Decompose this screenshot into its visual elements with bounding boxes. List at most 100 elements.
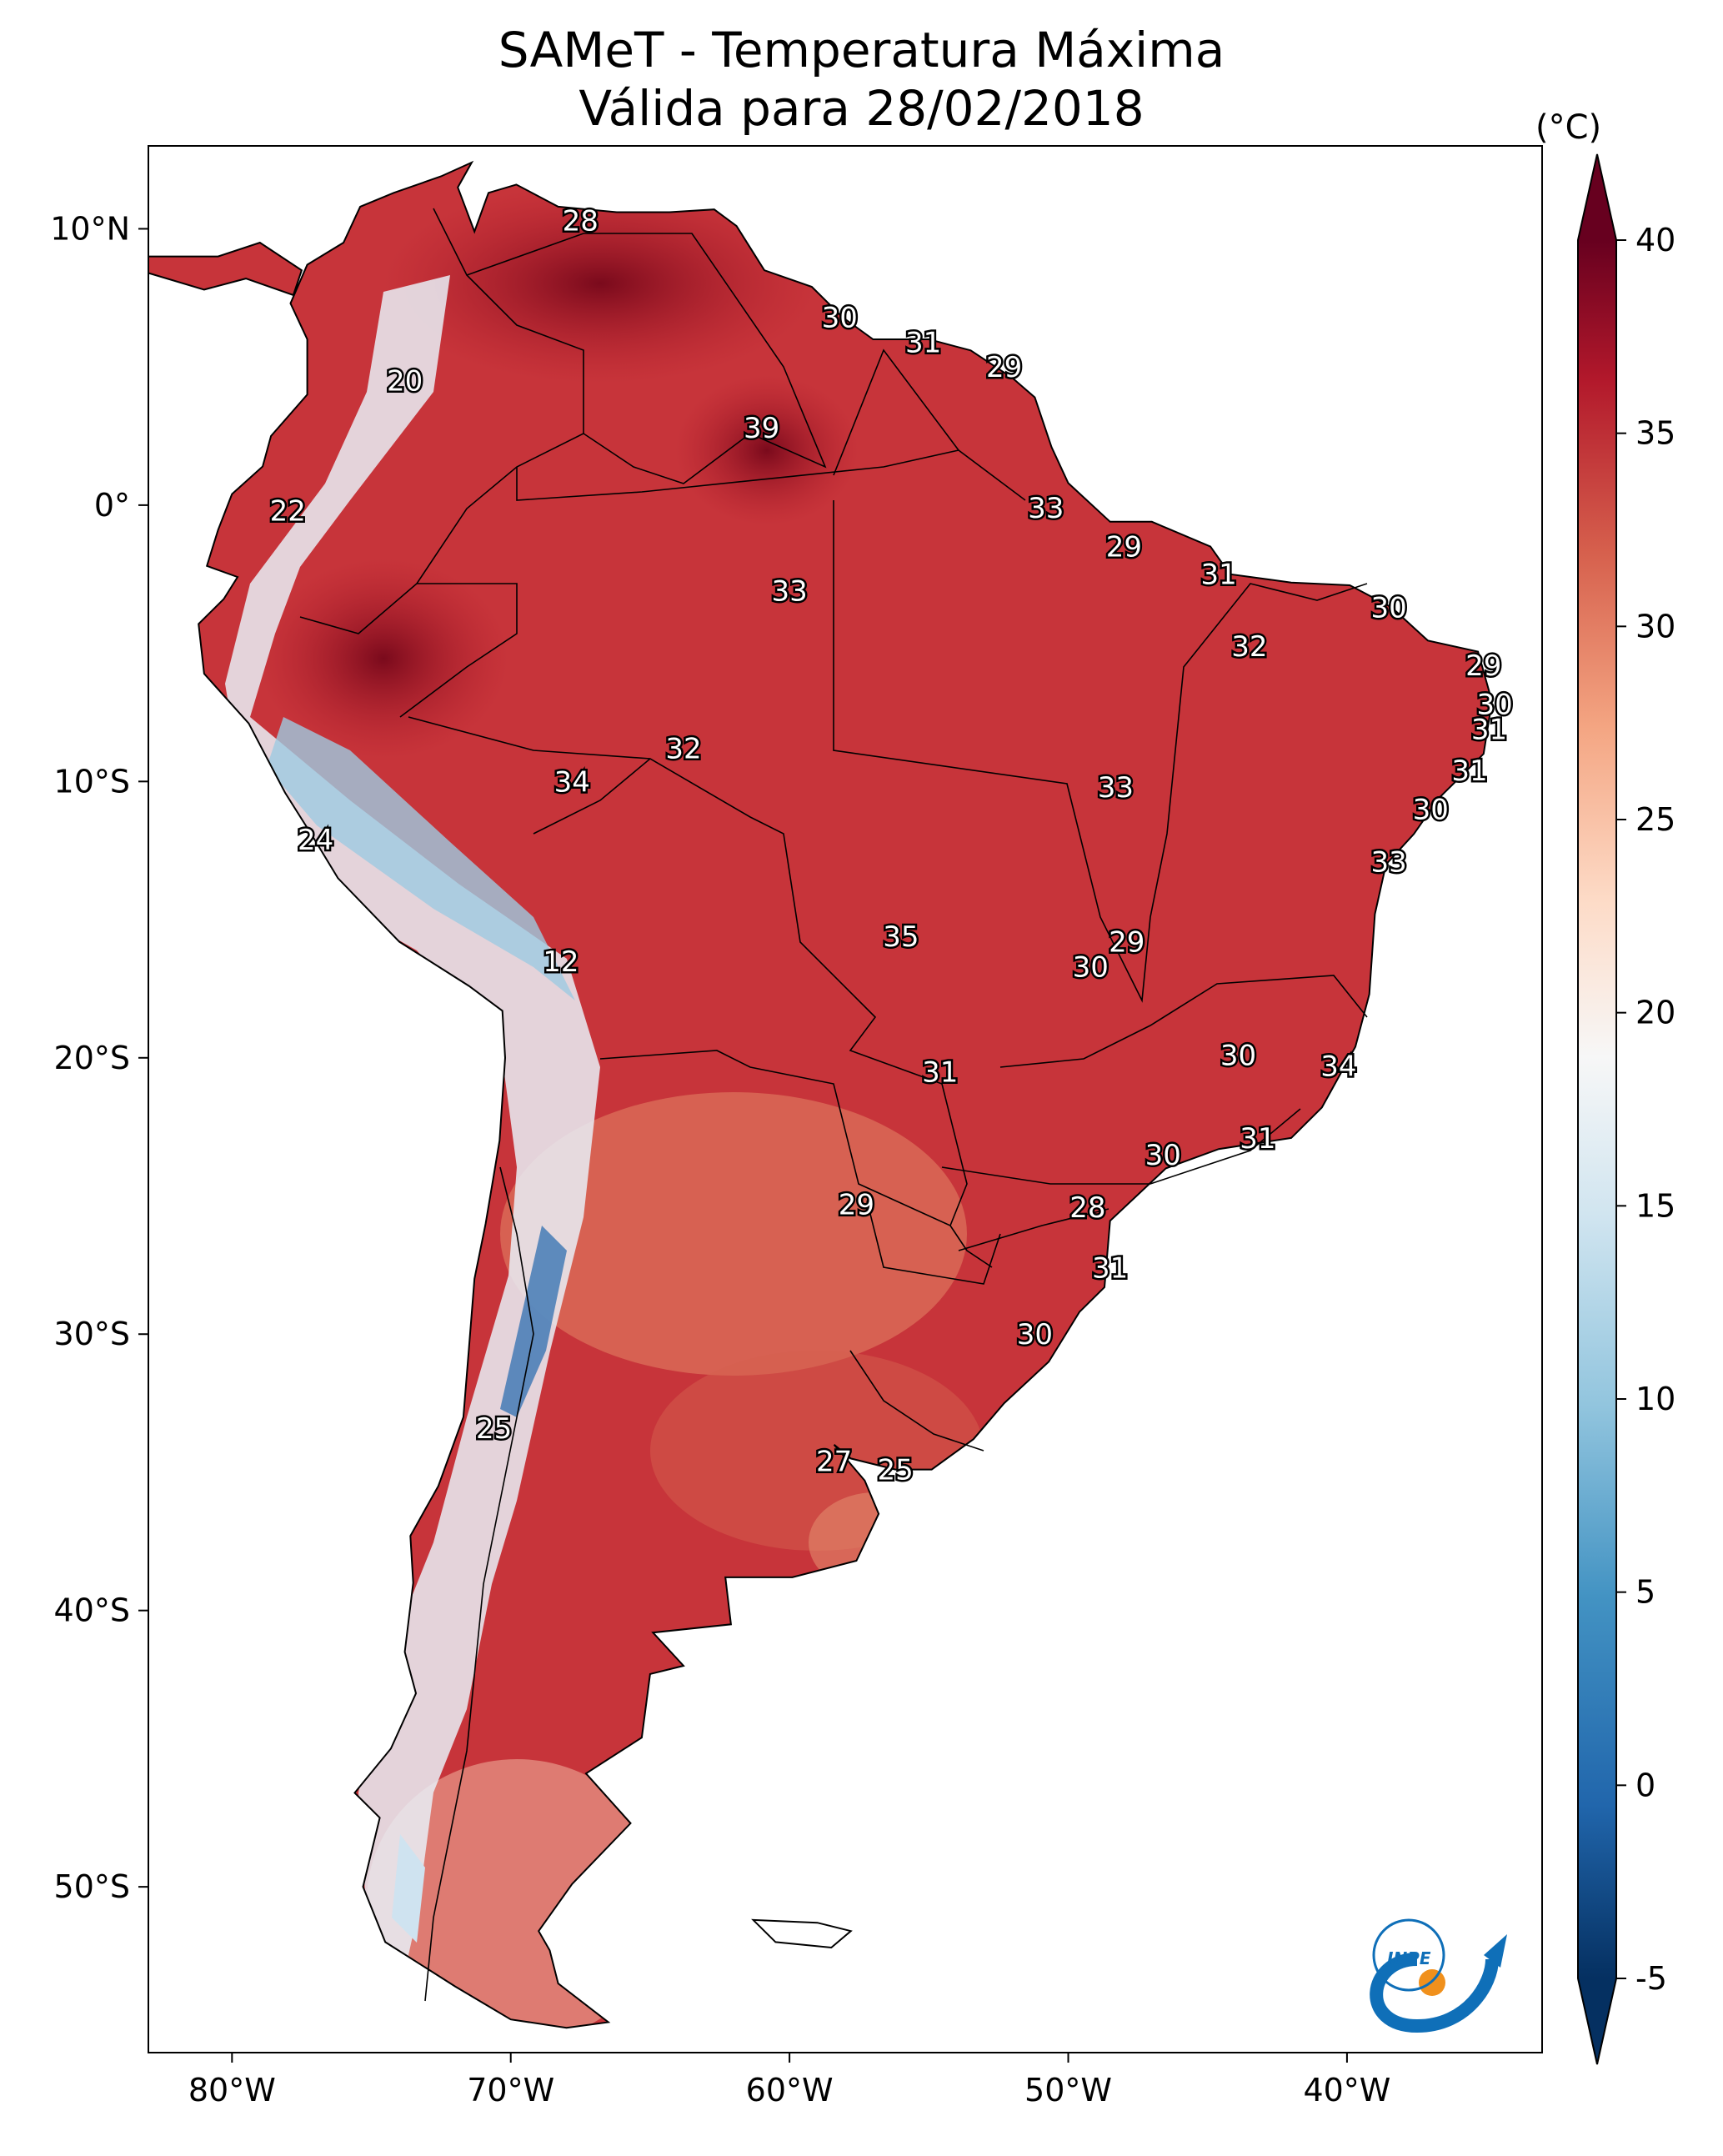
hot-zone-north: [383, 183, 817, 384]
y-tick-label: 10°N: [50, 210, 130, 247]
border-brazil-states-central: [999, 975, 1368, 1068]
colorbar-tick-label: 15: [1635, 1187, 1675, 1224]
y-tick-label: 50°S: [54, 1868, 130, 1905]
y-tick-label: 40°S: [54, 1592, 130, 1629]
station-value-label: 30: [1370, 592, 1406, 625]
andes-cool-band: [225, 275, 600, 1993]
station-value-label: 31: [905, 326, 941, 359]
logo-swoosh: [1370, 1953, 1499, 2033]
station-value-label: 30: [822, 301, 858, 334]
x-tick-label: 60°W: [746, 2072, 834, 2108]
station-value-label: 28: [1069, 1191, 1105, 1225]
station-value-label: 20: [387, 365, 423, 399]
colorbar-extend-min: [1578, 1978, 1616, 2064]
station-value-label: 12: [543, 945, 579, 979]
border-guianas: [833, 348, 1026, 501]
colorbar-tick-label: 30: [1635, 608, 1675, 644]
station-value-label: 30: [1477, 689, 1513, 722]
station-value-label: 29: [839, 1188, 874, 1221]
border-uruguay: [849, 1350, 984, 1452]
border-colombia: [299, 208, 584, 634]
station-value-label: 31: [922, 1055, 958, 1089]
map-subtitle: Válida para 28/02/2018: [579, 80, 1144, 137]
colorbar-tick-label: 0: [1635, 1767, 1655, 1803]
station-value-label: 31: [1451, 755, 1487, 788]
colorbar-extend-max: [1578, 154, 1616, 240]
station-value-label: 34: [1320, 1050, 1356, 1084]
colorbar-tick-label: -5: [1635, 1960, 1667, 1997]
station-value-label: 32: [665, 733, 701, 766]
station-value-label: 33: [771, 575, 807, 609]
central-andes-cold-zone: [500, 1226, 567, 1417]
colorbar-tick-label: 20: [1635, 995, 1675, 1031]
station-value-label: 25: [476, 1412, 512, 1446]
station-value-label: 30: [1073, 950, 1109, 984]
station-value-label: 27: [816, 1446, 852, 1479]
hot-zone-roraima: [675, 375, 859, 525]
logo-arrow: [1484, 1934, 1507, 1968]
border-peru-north: [399, 583, 518, 718]
colorbar-tick-label: 5: [1635, 1574, 1655, 1611]
station-value-label: 28: [563, 204, 599, 238]
y-tick-label: 20°S: [54, 1040, 130, 1076]
station-value-label: 32: [1231, 630, 1267, 664]
border-chile-argentina: [424, 1166, 534, 2002]
station-value-label: 33: [1370, 845, 1406, 879]
station-value-label: 31: [1092, 1252, 1128, 1286]
map-title: SAMeT - Temperatura Máxima: [498, 22, 1225, 78]
border-brazil-states-south: [958, 1208, 1109, 1251]
station-value-label: 25: [878, 1454, 914, 1487]
border-north-brazil: [516, 449, 959, 501]
y-axis: 10°N 0° 10°S 20°S 30°S 40°S 50°S: [50, 210, 148, 1905]
logo-text: INPE: [1387, 1948, 1431, 1968]
station-value-label: 31: [1240, 1122, 1275, 1156]
station-value-label: 29: [986, 351, 1022, 384]
y-tick-label: 0°: [94, 487, 130, 524]
station-value-label: 30: [1017, 1318, 1053, 1351]
station-value-label: 39: [744, 412, 779, 445]
border-venezuela: [466, 233, 827, 484]
border-bolivia-brazil: [408, 716, 968, 1226]
border-paraguay-argentina: [866, 1200, 1001, 1285]
station-value-label: 31: [1471, 713, 1507, 746]
station-value-label: 30: [1413, 793, 1449, 826]
station-value-label: 29: [1106, 531, 1142, 564]
colorbar-tick-label: 25: [1635, 801, 1675, 838]
coastline: [148, 160, 1493, 2029]
x-axis: 80°W 70°W 60°W 50°W 40°W: [188, 2053, 1390, 2108]
station-value-label: 29: [1109, 926, 1144, 960]
inpe-logo: INPE: [1370, 1918, 1507, 2033]
station-value-label: 22: [270, 495, 306, 529]
station-value-label: 33: [1028, 492, 1064, 525]
border-bolivia-paraguay: [599, 1050, 993, 1268]
station-value-label: 24: [298, 824, 333, 857]
y-tick-label: 10°S: [54, 763, 130, 800]
colorbar-tick-label: 40: [1635, 222, 1675, 258]
colorbar: -5 0 5 10 15 20 25 30 35 40: [1577, 153, 1675, 2065]
logo-ring: [1372, 1918, 1445, 1992]
station-value-label: 34: [554, 765, 590, 799]
country-borders: [299, 208, 1368, 2002]
south-andes-cool-zone: [392, 1834, 425, 1943]
station-value-label: 31: [1200, 559, 1236, 592]
altiplano-cold-zone: [267, 717, 575, 1000]
x-tick-label: 70°W: [467, 2072, 554, 2108]
y-tick-label: 30°S: [54, 1316, 130, 1352]
station-value-label: 35: [883, 920, 919, 954]
x-tick-label: 40°W: [1303, 2072, 1390, 2108]
colorbar-tick-label: 10: [1635, 1381, 1675, 1417]
colorbar-tick-label: 35: [1635, 415, 1675, 452]
hot-zone-west-amazon: [258, 559, 508, 759]
border-brazil-states-north: [833, 500, 1368, 1003]
station-value-label: 29: [1465, 649, 1501, 683]
x-tick-label: 80°W: [188, 2072, 276, 2108]
station-value-label: 30: [1145, 1139, 1181, 1172]
x-tick-label: 50°W: [1024, 2072, 1112, 2108]
station-value-label: 30: [1220, 1039, 1256, 1072]
border-brazil-states-southeast: [941, 1108, 1301, 1185]
colorbar-gradient: [1578, 240, 1616, 1978]
station-value-label: 33: [1098, 771, 1134, 805]
colorbar-unit: (°C): [1535, 108, 1602, 147]
